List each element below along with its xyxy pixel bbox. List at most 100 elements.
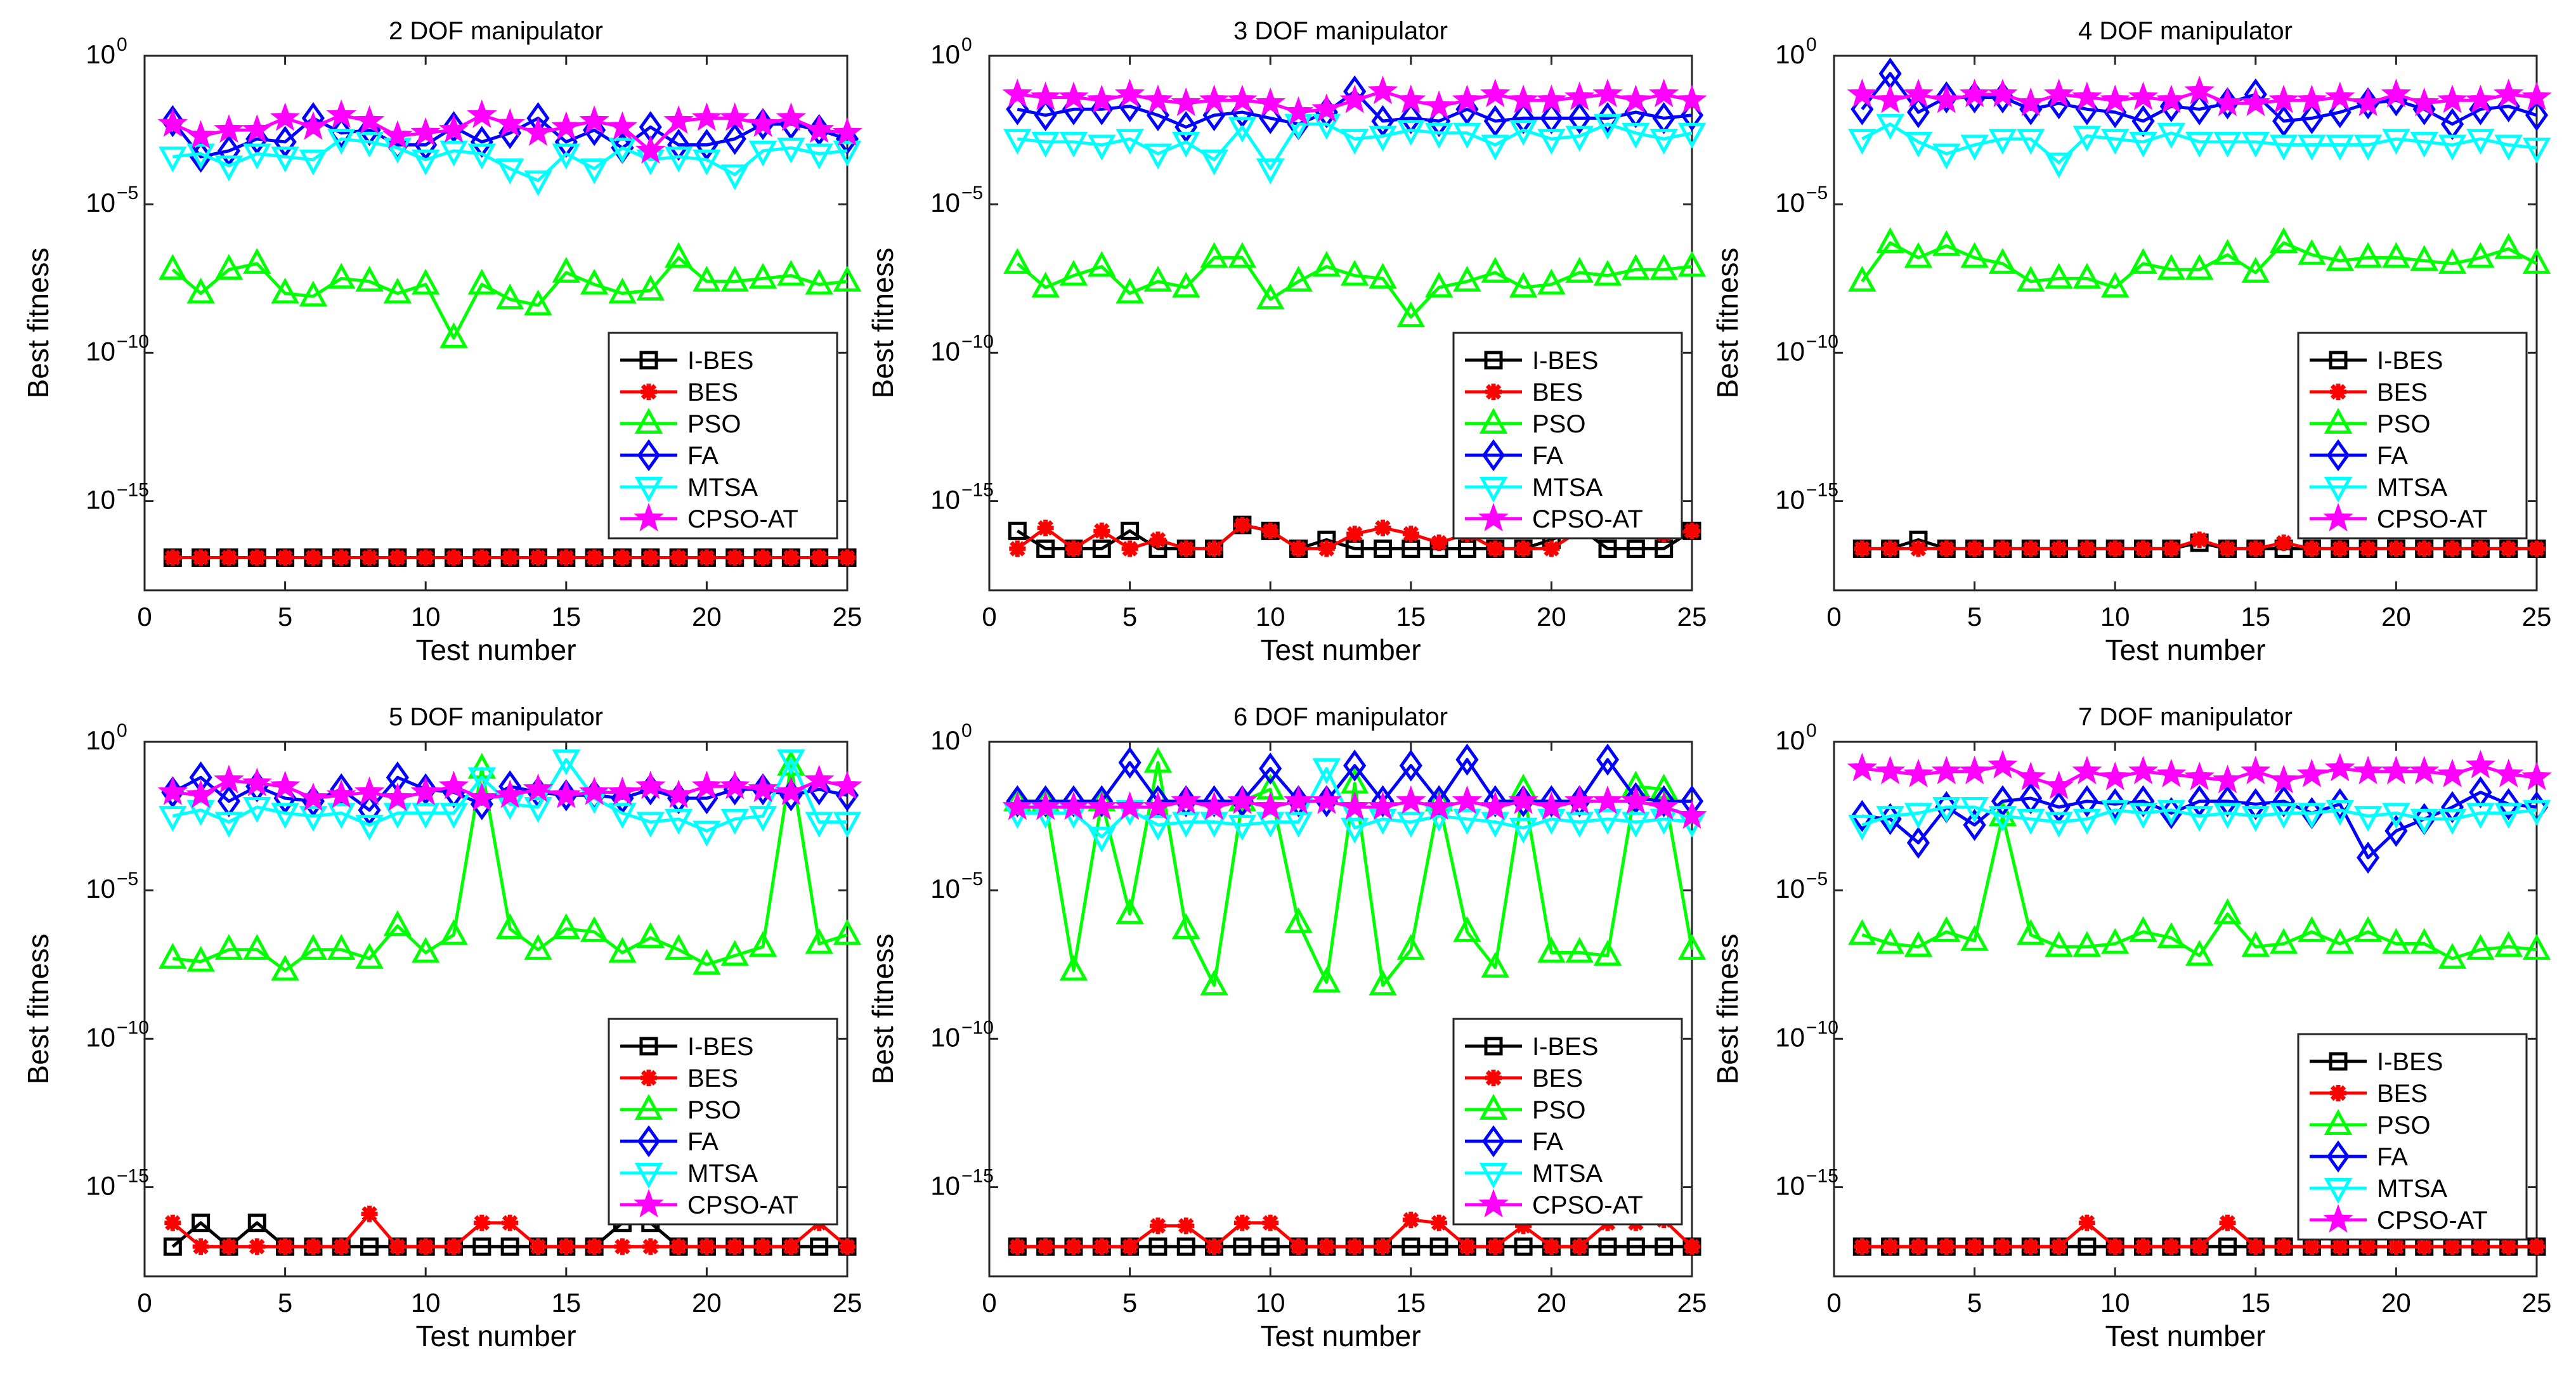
marker-triangle-up xyxy=(664,242,693,268)
marker-star xyxy=(2128,755,2159,785)
marker-diamond xyxy=(2075,785,2098,817)
x-tick-label: 15 xyxy=(2241,1288,2270,1318)
legend: I-BES BES PSO FA MTSA CPSO-AT xyxy=(608,1018,838,1226)
marker-diamond xyxy=(2326,1140,2350,1173)
legend-label: BES xyxy=(1532,379,1583,406)
y-tick-label: 10 xyxy=(1775,1022,1805,1052)
legend-label: PSO xyxy=(2377,1111,2430,1139)
marker-asterisk-stroke xyxy=(389,550,406,566)
marker-asterisk-stroke xyxy=(2332,1238,2348,1255)
series-mtsa xyxy=(1848,797,2551,841)
marker-triangle-down xyxy=(1116,129,1144,155)
legend-item: CPSO-AT xyxy=(2310,1204,2488,1234)
series-mtsa xyxy=(1848,113,2551,179)
marker-square xyxy=(1148,1237,1168,1256)
marker-triangle-up xyxy=(411,268,440,295)
marker-star xyxy=(551,111,582,140)
marker-star xyxy=(2156,758,2187,787)
marker-star xyxy=(1171,87,1202,117)
legend-label: CPSO-AT xyxy=(687,1191,798,1219)
marker-triangle-down xyxy=(1396,812,1426,838)
marker-star xyxy=(2353,87,2383,117)
marker-asterisk-stroke xyxy=(586,550,602,566)
marker-triangle-down xyxy=(1509,120,1538,146)
marker-triangle-up xyxy=(1904,931,1933,957)
x-axis-label: Test number xyxy=(415,1319,576,1352)
marker-triangle-up xyxy=(524,289,552,316)
marker-triangle-up xyxy=(2494,931,2523,957)
marker-asterisk-stroke xyxy=(1403,526,1419,542)
marker-triangle-down xyxy=(2045,812,2073,838)
marker-asterisk-stroke xyxy=(2023,1238,2039,1255)
marker-triangle-up xyxy=(299,934,328,960)
marker-triangle-down xyxy=(1904,803,1933,829)
legend-item: I-BES xyxy=(1465,347,1598,375)
marker-star xyxy=(2015,87,2046,117)
marker-triangle-down xyxy=(327,129,356,155)
marker-asterisk-stroke xyxy=(417,1238,434,1255)
legend-item: MTSA xyxy=(620,474,758,503)
y-tick-exponent: −10 xyxy=(117,331,149,352)
marker-triangle-down xyxy=(355,815,384,841)
legend-item: PSO xyxy=(620,1094,741,1124)
marker-triangle-up xyxy=(355,266,384,292)
marker-square xyxy=(1261,1237,1280,1256)
marker-asterisk-stroke xyxy=(1291,541,1306,557)
marker-triangle-up xyxy=(833,919,862,945)
marker-asterisk-stroke xyxy=(446,1238,462,1255)
marker-triangle-down xyxy=(552,749,581,775)
marker-triangle-down xyxy=(1988,129,2017,155)
marker-asterisk-stroke xyxy=(2247,1238,2264,1255)
marker-asterisk-stroke xyxy=(1150,532,1166,548)
marker-diamond xyxy=(2328,788,2352,820)
legend: I-BES BES PSO FA MTSA CPSO-AT xyxy=(2297,332,2528,540)
marker-asterisk-stroke xyxy=(1262,523,1278,539)
series-line xyxy=(1016,256,1693,319)
marker-asterisk-stroke xyxy=(2023,541,2039,557)
marker-triangle-up xyxy=(2382,928,2410,954)
marker-triangle-up xyxy=(636,275,665,301)
marker-diamond xyxy=(1259,752,1282,785)
marker-star xyxy=(2184,75,2215,105)
marker-asterisk-stroke xyxy=(334,550,349,566)
marker-asterisk-stroke xyxy=(1206,1238,1222,1255)
legend-item: FA xyxy=(620,439,719,472)
marker-star xyxy=(776,776,807,805)
marker-asterisk-stroke xyxy=(1318,541,1335,557)
marker-asterisk-stroke xyxy=(2079,1215,2095,1231)
marker-triangle-down xyxy=(1622,122,1650,149)
marker-asterisk-stroke xyxy=(1854,1238,1870,1255)
marker-star xyxy=(2100,761,2130,791)
marker-diamond xyxy=(2300,102,2324,134)
marker-diamond xyxy=(1963,808,1986,841)
marker-triangle-up xyxy=(1369,969,1397,996)
marker-star xyxy=(1452,785,1483,814)
marker-diamond xyxy=(2104,788,2127,820)
y-tick-label: 10 xyxy=(930,39,960,69)
series-line xyxy=(1861,805,2537,827)
legend-label: MTSA xyxy=(687,1160,758,1188)
marker-triangle-down xyxy=(2072,808,2102,835)
marker-asterisk-stroke xyxy=(1178,1218,1194,1234)
series-pso xyxy=(159,242,862,348)
x-tick-label: 15 xyxy=(551,1288,581,1318)
marker-triangle-down xyxy=(1537,129,1566,155)
marker-star xyxy=(2353,755,2383,785)
marker-triangle-up xyxy=(1481,952,1509,978)
marker-star xyxy=(2521,81,2552,110)
marker-star xyxy=(410,776,441,805)
marker-triangle-up xyxy=(383,277,412,304)
marker-star xyxy=(185,779,216,808)
marker-triangle-up xyxy=(243,934,271,960)
marker-diamond xyxy=(2357,841,2380,874)
marker-asterisk-stroke xyxy=(2330,1085,2346,1101)
legend-label: CPSO-AT xyxy=(1532,505,1643,533)
marker-star xyxy=(2268,84,2299,113)
marker-asterisk-stroke xyxy=(1403,1212,1419,1228)
marker-diamond xyxy=(414,773,438,806)
marker-triangle-down xyxy=(1424,122,1454,149)
legend-item: CPSO-AT xyxy=(1465,1189,1643,1219)
marker-triangle-up xyxy=(2045,931,2073,957)
marker-triangle-down xyxy=(1904,131,1933,158)
marker-asterisk-stroke xyxy=(699,1238,715,1255)
